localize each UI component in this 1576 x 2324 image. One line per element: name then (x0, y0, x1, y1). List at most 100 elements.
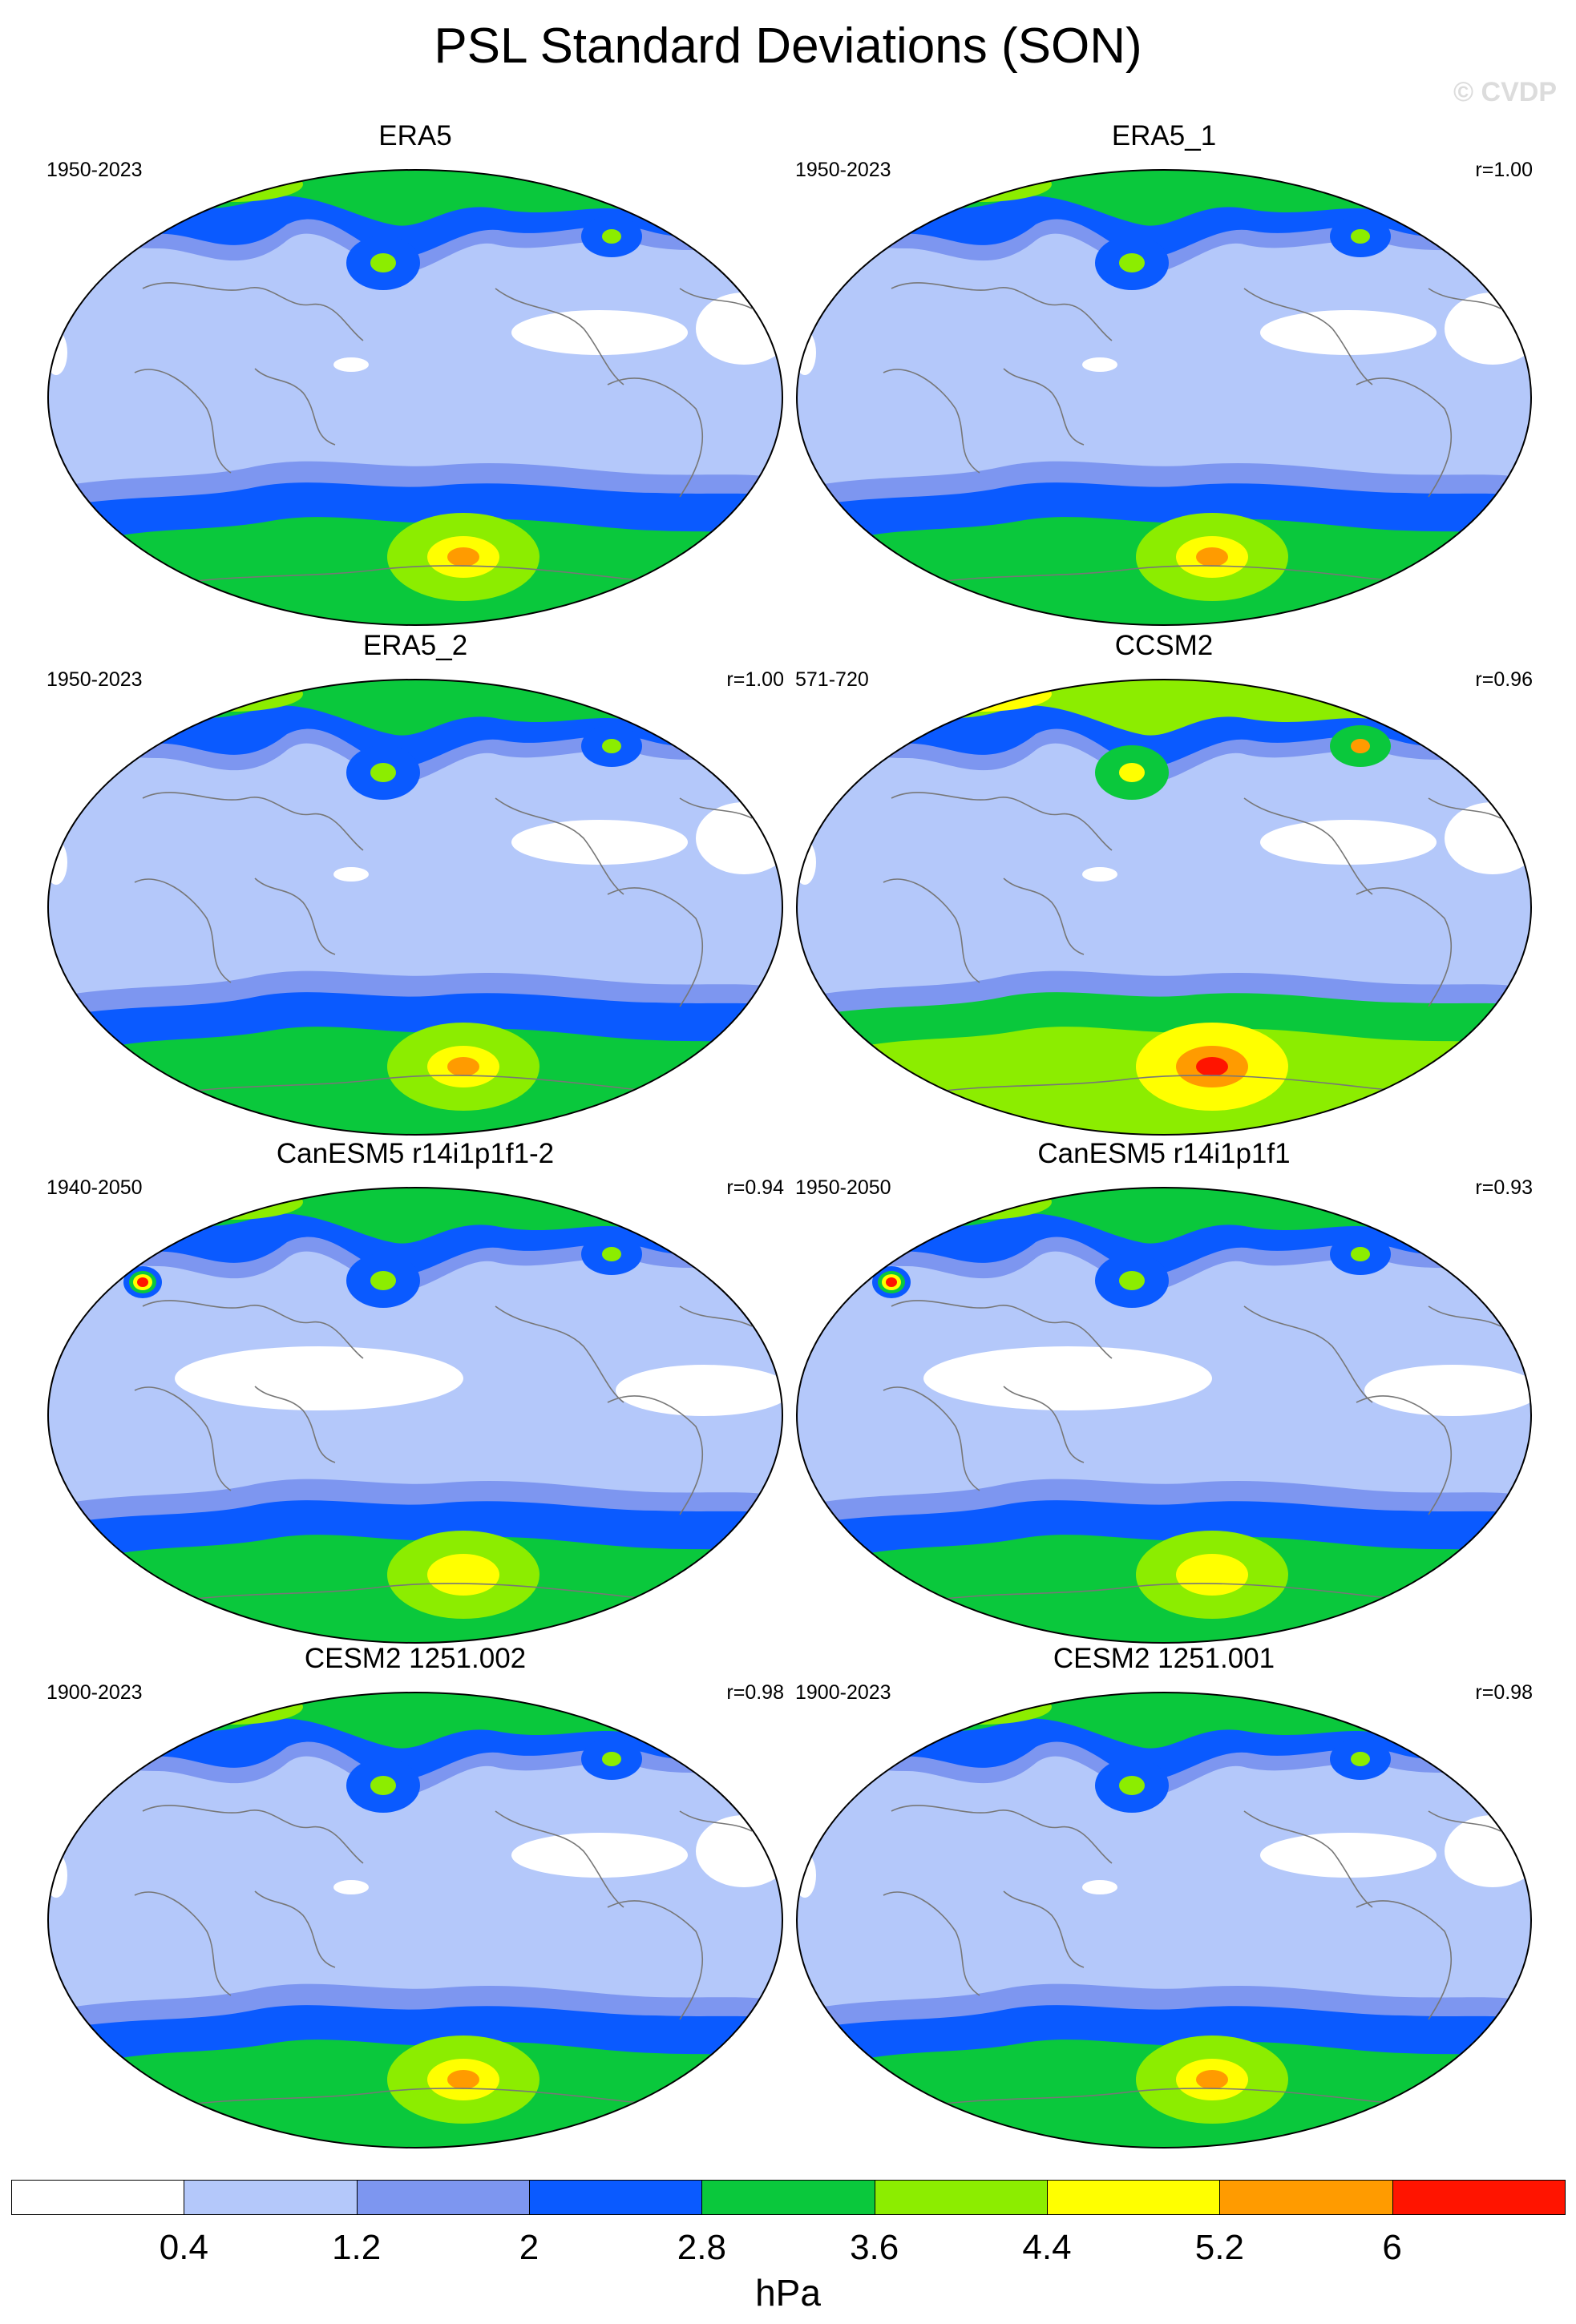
coastline (254, 368, 336, 446)
coastline (607, 1395, 703, 1515)
coastline (142, 282, 364, 341)
coastline (142, 1805, 364, 1864)
coastline (891, 792, 1113, 851)
southern-max-core (447, 1565, 479, 1584)
colorbar-tick-label: 0.4 (159, 2228, 208, 2267)
coastline (134, 1891, 232, 1996)
pacific-low-core (1119, 1776, 1145, 1795)
panel-correlation: r=0.94 (726, 1176, 784, 1199)
map-svg (47, 1692, 783, 2148)
colorbar-unit: hPa (755, 2272, 821, 2314)
map-svg (796, 169, 1532, 626)
southern-max-core (1196, 547, 1228, 567)
coastline (1356, 887, 1452, 1007)
panel-title: ERA5_1 (1111, 120, 1217, 151)
arctic-region (48, 680, 782, 736)
map-border (796, 1692, 1532, 2148)
coastline (607, 1900, 703, 2020)
atlantic-low-core (1351, 739, 1370, 753)
arctic-region (48, 1188, 782, 1244)
map-border (796, 679, 1532, 1136)
map-svg (47, 169, 783, 626)
coastline (495, 1305, 624, 1403)
panel-period: 1950-2023 (46, 159, 143, 181)
colorbar-box (529, 2180, 703, 2215)
coastline (134, 878, 232, 983)
panel-period: 1900-2023 (46, 1681, 143, 1704)
map-panel: CanESM5 r14i1p1f1 1950-2050 r=0.93 (795, 1138, 1533, 1645)
coastline (1428, 288, 1501, 309)
coastline (607, 377, 703, 498)
panel-period: 1950-2023 (795, 159, 891, 181)
tropical-patch (1260, 1833, 1437, 1878)
pacific-low-core (1119, 763, 1145, 782)
colorbar-box (1047, 2180, 1221, 2215)
hotspot-core (137, 1277, 148, 1287)
arctic-region (797, 170, 1531, 226)
coastline (1003, 1890, 1085, 1968)
colorbar-tick-label: 2.8 (677, 2228, 726, 2267)
map-border (796, 169, 1532, 626)
tropical-patch (511, 820, 688, 865)
panel-correlation: r=0.93 (1475, 1176, 1533, 1199)
tropical-patch (333, 357, 369, 372)
atlantic-low-core (602, 229, 621, 244)
map-svg (796, 679, 1532, 1136)
southern-max-core (1196, 1565, 1228, 1584)
southern-max-core (447, 547, 479, 567)
panel-title: CCSM2 (1114, 630, 1214, 661)
coastline (891, 282, 1113, 341)
atlantic-low-core (602, 1247, 621, 1261)
map-panel: ERA5 1950-2023 (46, 120, 784, 627)
panel-period: 1950-2023 (46, 668, 143, 691)
southern-max-core (447, 2070, 479, 2089)
tropical-patch (1082, 1880, 1117, 1894)
colorbar-box (356, 2180, 530, 2215)
panel-correlation: r=1.00 (1475, 159, 1533, 181)
map-border (796, 1187, 1532, 1644)
coastline (883, 1386, 980, 1491)
map-svg (796, 1187, 1532, 1644)
tropical-patch (175, 1346, 463, 1410)
map-panel: ERA5_1 1950-2023 r=1.00 (795, 120, 1533, 627)
tropical-patch (511, 1833, 688, 1878)
coastline (134, 1386, 232, 1491)
panel-period: 1950-2050 (795, 1176, 891, 1199)
panel-title: CESM2 1251.002 (304, 1643, 527, 1674)
hotspot-core (886, 1277, 897, 1287)
tropical-patch (333, 867, 369, 882)
arctic-region (797, 1188, 1531, 1244)
coastline (1243, 1305, 1373, 1403)
coastline (495, 797, 624, 895)
colorbar-tick-label: 5.2 (1194, 2228, 1244, 2267)
coastline (254, 878, 336, 955)
colorbar-tick-label: 3.6 (850, 2228, 899, 2267)
coastline (679, 288, 753, 309)
map-border (47, 169, 783, 626)
colorbar-box (1219, 2180, 1393, 2215)
panel-correlation: r=1.00 (726, 668, 784, 691)
atlantic-low-core (602, 1752, 621, 1766)
atlantic-low-core (1351, 229, 1370, 244)
colorbar-box (11, 2180, 185, 2215)
panel-title: CESM2 1251.001 (1053, 1643, 1275, 1674)
coastline (254, 1386, 336, 1463)
map-panel: CanESM5 r14i1p1f1-2 1940-2050 r=0.94 (46, 1138, 784, 1645)
map-border (47, 1692, 783, 2148)
arctic-region (48, 1693, 782, 1749)
coastline (883, 878, 980, 983)
colorbar-tick-label: 6 (1382, 2228, 1402, 2267)
colorbar-tick-label: 1.2 (332, 2228, 382, 2267)
coastline (254, 1890, 336, 1968)
tropical-patch (333, 1880, 369, 1894)
coastline (607, 887, 703, 1007)
panel-correlation: r=0.98 (1475, 1681, 1533, 1704)
atlantic-low-core (1351, 1752, 1370, 1766)
arctic-region (797, 680, 1531, 736)
coastline (1243, 797, 1373, 895)
coastline (1356, 377, 1452, 498)
coastline (679, 797, 753, 819)
coastline (1428, 1305, 1501, 1327)
panel-title: CanESM5 r14i1p1f1 (1037, 1138, 1291, 1169)
coastline (1356, 1900, 1452, 2020)
